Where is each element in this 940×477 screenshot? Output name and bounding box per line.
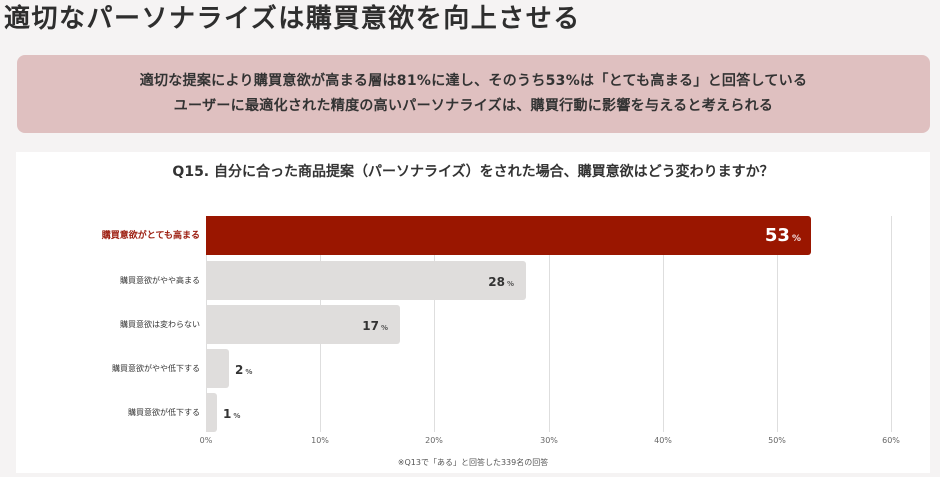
value-number: 1 (223, 406, 232, 421)
bar (206, 261, 526, 300)
bar (206, 305, 400, 344)
summary-line-2: ユーザーに最適化された精度の高いパーソナライズは、購買行動に影響を与えると考えら… (173, 98, 774, 114)
bar-value-label: 2% (235, 359, 252, 382)
x-tick-label: 30% (540, 436, 558, 445)
bar (206, 216, 811, 255)
chart-footnote: ※Q13で「ある」と回答した339名の回答 (397, 458, 549, 467)
page-title: 適切なパーソナライズは購買意欲を向上させる (4, 4, 581, 34)
value-unit: % (791, 233, 801, 244)
category-label: 購買意欲がやや低下する (112, 363, 200, 373)
value-unit: % (506, 279, 514, 288)
summary-line-1: 適切な提案により購買意欲が高まる層は81%に達し、そのうち53%は「とても高まる… (139, 73, 808, 89)
bar-chart-plot: 0% 10% 20% 30% 40% 50% 60% 購買意欲がとても高まる 53% 購買意欲がや… (102, 216, 900, 445)
bar-value-label: 53% (764, 224, 801, 249)
value-number: 17 (362, 318, 379, 333)
bar-value-label: 28% (488, 271, 514, 294)
bar (206, 393, 217, 432)
gridline (663, 216, 664, 432)
x-tick-label: 10% (311, 436, 329, 445)
category-label: 購買意欲が低下する (128, 407, 200, 417)
x-tick-label: 40% (654, 436, 672, 445)
chart-card: Q15. 自分に合った商品提案（パーソナライズ）をされた場合、購買意欲はどう変わ… (16, 152, 930, 473)
category-label: 購買意欲がとても高まる (101, 230, 200, 241)
gridline (777, 216, 778, 432)
gridline (434, 216, 435, 432)
bar (206, 349, 229, 388)
x-tick-label: 60% (882, 436, 900, 445)
value-number: 28 (488, 274, 505, 289)
value-unit: % (380, 323, 388, 332)
chart-question-title: Q15. 自分に合った商品提案（パーソナライズ）をされた場合、購買意欲はどう変わ… (172, 164, 774, 180)
x-tick-label: 0% (199, 436, 213, 445)
value-number: 2 (235, 362, 244, 377)
gridline (549, 216, 550, 432)
bar-value-label: 1% (223, 403, 240, 426)
value-unit: % (245, 367, 253, 376)
x-tick-label: 20% (425, 436, 443, 445)
value-unit: % (233, 411, 241, 420)
bar-value-label: 17% (362, 315, 388, 338)
summary-box: 適切な提案により購買意欲が高まる層は81%に達し、そのうち53%は「とても高まる… (17, 55, 930, 133)
category-label: 購買意欲がやや高まる (120, 275, 200, 285)
gridline (891, 216, 892, 432)
value-number: 53 (764, 224, 790, 246)
category-label: 購買意欲は変わらない (120, 319, 200, 329)
x-tick-label: 50% (768, 436, 786, 445)
